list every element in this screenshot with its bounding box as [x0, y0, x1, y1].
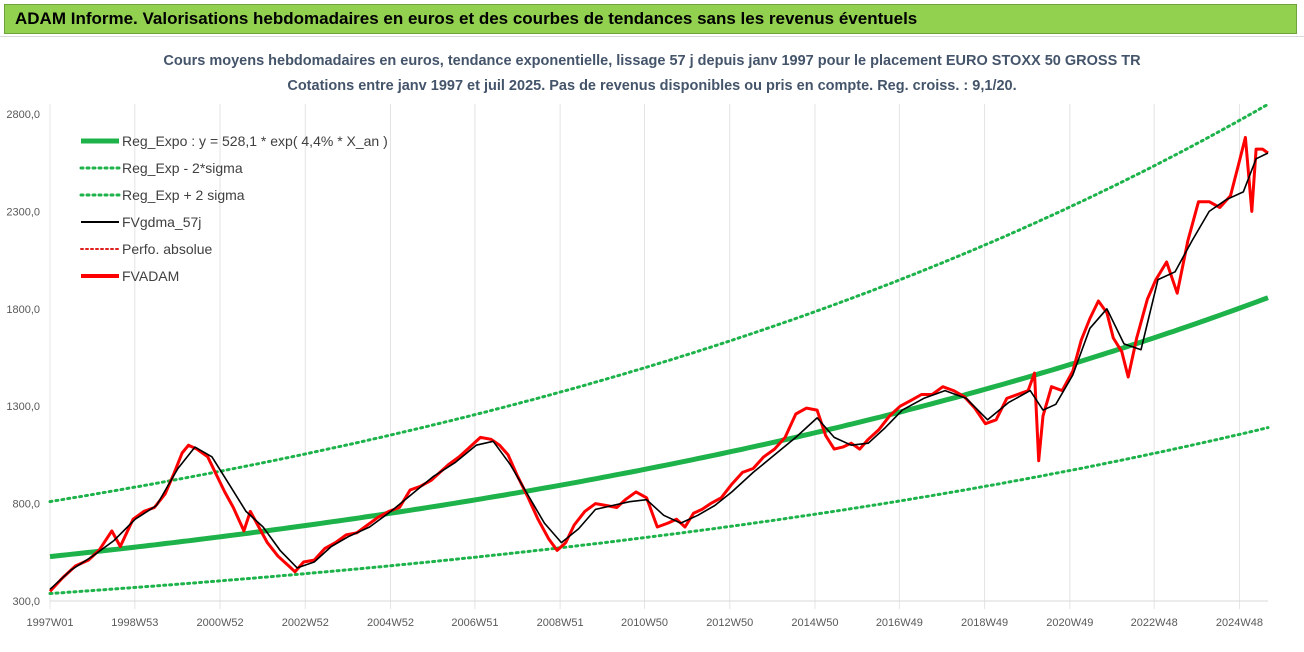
legend-label-perfo: Perfo. absolue	[122, 241, 212, 257]
x-tick-label: 2024W48	[1216, 617, 1263, 629]
page-title: ADAM Informe. Valorisations hebdomadaire…	[15, 9, 918, 28]
y-tick-label: 800,0	[12, 499, 40, 511]
chart-frame	[0, 36, 1304, 652]
chart-subtitle: Cotations entre janv 1997 et juil 2025. …	[287, 78, 1017, 94]
x-tick-label: 2010W50	[621, 617, 668, 629]
y-tick-label: 2800,0	[6, 109, 40, 121]
x-tick-label: 2002W52	[282, 617, 329, 629]
y-tick-label: 300,0	[12, 596, 40, 608]
plus-2-sigma-line	[48, 102, 1270, 504]
y-tick-label: 1800,0	[6, 304, 40, 316]
x-tick-label: 2004W52	[367, 617, 414, 629]
chart-title: Cours moyens hebdomadaires en euros, ten…	[163, 53, 1141, 69]
x-tick-label: 2000W52	[196, 617, 243, 629]
x-tick-label: 2018W49	[961, 617, 1008, 629]
title-banner: ADAM Informe. Valorisations hebdomadaire…	[4, 4, 1297, 34]
x-tick-label: 2020W49	[1046, 617, 1093, 629]
x-tick-label: 2008W51	[537, 617, 584, 629]
fvadam-line	[48, 135, 1269, 593]
x-tick-label: 2016W49	[876, 617, 923, 629]
x-tick-label: 2014W50	[791, 617, 838, 629]
x-tick-label: 1998W53	[111, 617, 158, 629]
legend-label-plus2: Reg_Exp + 2 sigma	[122, 187, 245, 203]
minus-2-sigma-line	[48, 426, 1270, 595]
y-tick-label: 2300,0	[6, 206, 40, 218]
legend-label-fvgdma: FVgdma_57j	[122, 214, 201, 230]
fvgdma-line	[49, 152, 1269, 590]
y-tick-label: 1300,0	[6, 401, 40, 413]
x-tick-label: 2012W50	[706, 617, 753, 629]
reg-expo-line	[49, 295, 1269, 560]
x-tick-label: 1997W01	[26, 617, 73, 629]
x-tick-label: 2022W48	[1131, 617, 1178, 629]
x-tick-label: 2006W51	[451, 617, 498, 629]
legend-label-fvadam: FVADAM	[122, 268, 179, 284]
legend-label-minus2: Reg_Exp - 2*sigma	[122, 160, 243, 176]
legend-label-reg_expo: Reg_Expo : y = 528,1 * exp( 4,4% * X_an …	[122, 133, 388, 149]
